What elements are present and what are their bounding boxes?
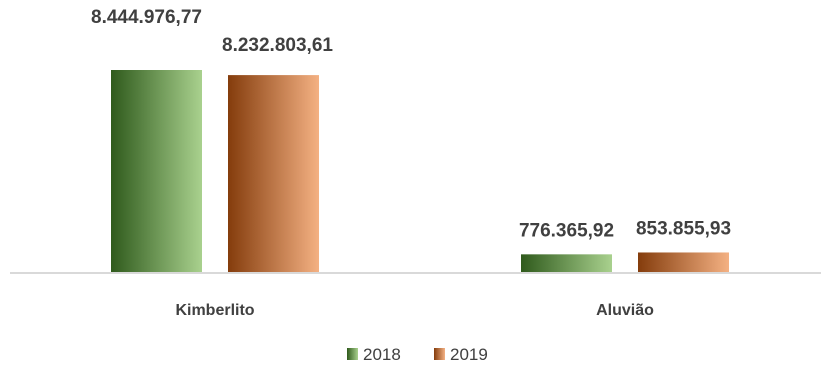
legend: 2018 2019 [347,345,488,364]
data-labels-layer: 8.444.976,77 8.232.803,61 776.365,92 853.85… [91,7,731,241]
data-label-aluvio-2019: 853.855,93 [636,218,731,239]
data-label-kimberlito-2018: 8.444.976,77 [91,7,202,28]
data-label-kimberlito-2019: 8.232.803,61 [222,35,333,56]
legend-swatch-2018 [347,348,358,360]
category-labels-layer: Kimberlito Aluvião [175,302,654,319]
legend-swatch-2019 [434,348,445,360]
bar-kimberlito-2018 [111,70,202,273]
legend-label-2018: 2018 [363,345,401,364]
category-label-kimberlito: Kimberlito [175,302,254,319]
bar-aluvio-2018 [521,254,612,273]
category-label-aluvio: Aluvião [596,302,654,319]
legend-label-2019: 2019 [450,345,488,364]
bars-layer [111,70,729,273]
data-label-aluvio-2018: 776.365,92 [519,220,614,241]
bar-aluvio-2019 [638,252,729,273]
bar-kimberlito-2019 [228,75,319,273]
